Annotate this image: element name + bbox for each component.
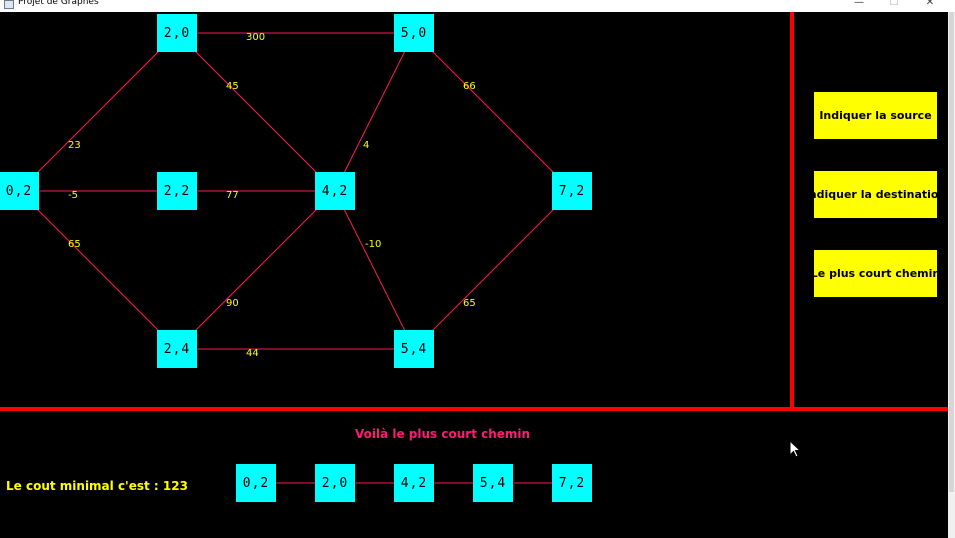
app-icon: [4, 0, 14, 9]
edge-weight-label: 90: [226, 298, 239, 309]
title-bar: Projet de Graphes — ☐ ✕: [0, 0, 955, 12]
edge-weight-label: -5: [68, 190, 78, 201]
shortest-path-button[interactable]: Le plus court chemin: [811, 250, 940, 297]
edge-weight-label: -10: [365, 239, 382, 250]
graph-node[interactable]: 2,4: [157, 330, 197, 368]
graph-edge: [176, 32, 336, 192]
minimal-cost-text: Le cout minimal c'est : 123: [6, 479, 188, 493]
graph-node[interactable]: 7,2: [552, 172, 592, 210]
graph-edge: [176, 190, 336, 350]
graph-edge: [18, 32, 178, 192]
graph-edge: [413, 190, 573, 350]
maximize-button[interactable]: ☐: [889, 0, 899, 8]
graph-edge: [334, 32, 415, 192]
scrollbar[interactable]: [948, 12, 955, 538]
path-node: 5,4: [473, 464, 513, 502]
scrollbar-thumb[interactable]: [949, 12, 954, 492]
edge-weight-label: 77: [226, 190, 239, 201]
graph-node[interactable]: 5,4: [394, 330, 434, 368]
graph-drawing: [0, 12, 948, 484]
path-node: 0,2: [236, 464, 276, 502]
result-title: Voilà le plus court chemin: [355, 427, 531, 441]
graph-node[interactable]: 4,2: [315, 172, 355, 210]
mouse-cursor-icon: [789, 440, 802, 458]
indicate-source-button[interactable]: Indiquer la source: [814, 92, 937, 139]
edge-weight-label: 66: [463, 81, 476, 92]
graph-node[interactable]: 2,0: [157, 14, 197, 52]
edge-weight-label: 300: [246, 32, 266, 43]
path-node: 4,2: [394, 464, 434, 502]
graph-canvas[interactable]: 0,2 2,0 2,2 2,4 4,2 5,0 5,4 7,2 23 -5 65 300 45 77 90…: [0, 12, 948, 538]
graph-node[interactable]: 2,2: [157, 172, 197, 210]
graph-edge: [18, 190, 178, 350]
edge-weight-label: 65: [463, 298, 476, 309]
edge-weight-label: 44: [246, 348, 259, 359]
edge-weight-label: 23: [68, 140, 81, 151]
window-title: Projet de Graphes: [18, 0, 99, 7]
minimize-button[interactable]: —: [854, 0, 864, 8]
edge-weight-label: 65: [68, 239, 81, 250]
edge-weight-label: 4: [363, 140, 370, 151]
graph-node[interactable]: 5,0: [394, 14, 434, 52]
edge-weight-label: 45: [226, 81, 239, 92]
close-button[interactable]: ✕: [925, 0, 935, 8]
path-node: 7,2: [552, 464, 592, 502]
path-node: 2,0: [315, 464, 355, 502]
graph-node[interactable]: 0,2: [0, 172, 39, 210]
graph-edge: [334, 190, 415, 350]
indicate-destination-button[interactable]: Indiquer la destination: [805, 171, 946, 218]
graph-edge: [413, 32, 573, 192]
